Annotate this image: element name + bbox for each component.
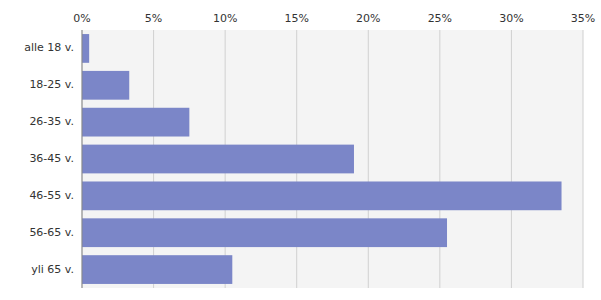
y-tick-label: 26-35 v.: [29, 115, 74, 128]
plot-background: [82, 30, 583, 288]
y-tick-label: 56-65 v.: [29, 226, 74, 239]
grid-line: [82, 30, 83, 288]
chart-svg: 0% 5% 10% 15% 20% 25% 30% 35% alle 18 v. 18-25 v.…: [0, 0, 601, 300]
bar: [82, 255, 232, 284]
chart-container: 0% 5% 10% 15% 20% 25% 30% 35% alle 18 v. 18-25 v.…: [0, 0, 601, 300]
bar: [82, 34, 89, 63]
y-tick-label: 46-55 v.: [29, 189, 74, 202]
x-tick-label: 20%: [356, 12, 380, 25]
x-tick-label: 30%: [499, 12, 523, 25]
bars: [82, 34, 562, 284]
axis-line: [82, 30, 83, 288]
bar: [82, 71, 129, 100]
grid-line: [583, 30, 584, 288]
y-tick-label: yli 65 v.: [31, 263, 74, 276]
grid-line: [368, 30, 369, 288]
x-tick-label: 10%: [213, 12, 237, 25]
bar: [82, 108, 189, 137]
grid-line: [439, 30, 440, 288]
y-tick-label: 36-45 v.: [29, 152, 74, 165]
x-axis: 0% 5% 10% 15% 20% 25% 30% 35%: [73, 12, 595, 25]
x-tick-label: 15%: [284, 12, 308, 25]
grid: [82, 30, 583, 288]
x-tick-label: 25%: [428, 12, 452, 25]
bar: [82, 145, 354, 174]
grid-line: [511, 30, 512, 288]
x-tick-label: 5%: [145, 12, 162, 25]
bar: [82, 181, 562, 210]
y-axis: alle 18 v. 18-25 v. 26-35 v. 36-45 v. 46-55 …: [24, 41, 74, 275]
x-tick-label: 0%: [73, 12, 90, 25]
y-tick-label: alle 18 v.: [24, 41, 74, 54]
bar: [82, 218, 447, 247]
x-tick-label: 35%: [571, 12, 595, 25]
y-tick-label: 18-25 v.: [29, 78, 74, 91]
